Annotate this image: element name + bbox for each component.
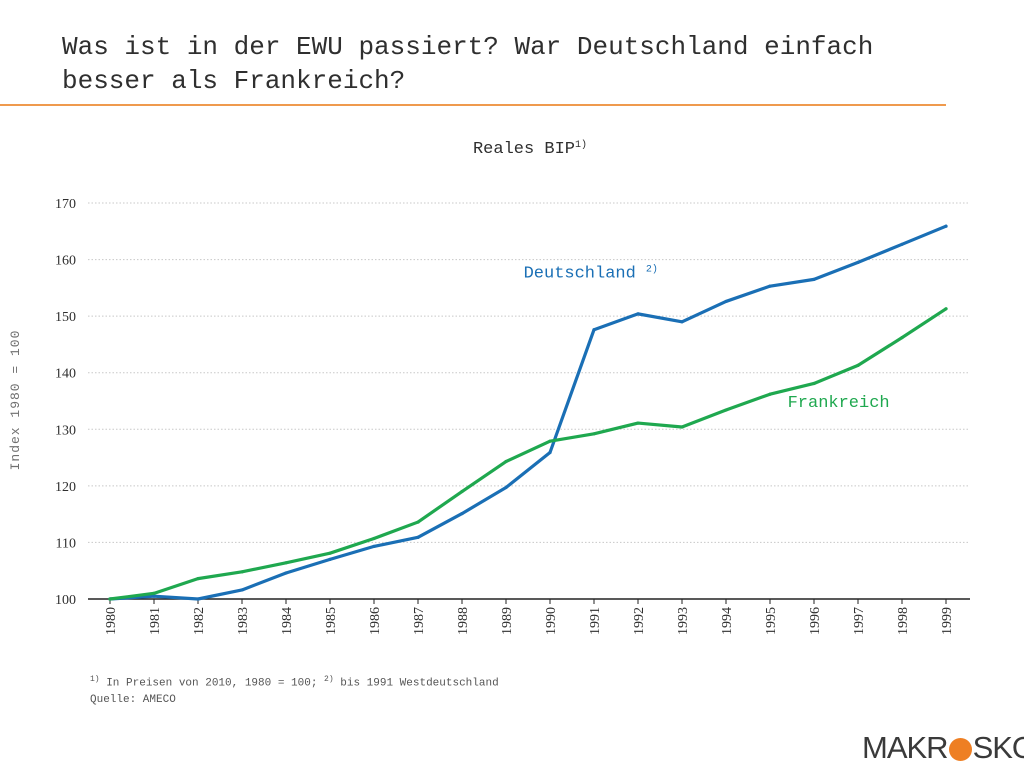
series-labels: Deutschland 2) Frankreich xyxy=(524,264,890,414)
data-point-deutschland xyxy=(812,277,816,281)
title-divider xyxy=(0,104,946,106)
series-label-deutschland: Deutschland 2) xyxy=(524,264,658,284)
data-point-deutschland xyxy=(372,544,376,548)
data-point-deutschland xyxy=(504,485,508,490)
footnote-text-2: bis 1991 Westdeutschland xyxy=(333,677,499,690)
data-point-frankreich xyxy=(328,551,332,555)
data-point-deutschland xyxy=(196,597,200,601)
data-point-frankreich xyxy=(372,536,376,541)
series-label-superscript: 2) xyxy=(646,264,658,276)
series-lines xyxy=(108,224,948,601)
logo-dot xyxy=(948,737,972,761)
x-tick-label: 1992 xyxy=(632,607,647,635)
series-label-text: Frankreich xyxy=(788,394,890,413)
data-point-deutschland xyxy=(724,299,728,304)
data-point-frankreich xyxy=(240,570,244,574)
x-tick-label: 1981 xyxy=(148,607,163,635)
series-line-frankreich xyxy=(108,307,948,601)
x-tick-label: 1991 xyxy=(588,607,603,635)
series-label-frankreich: Frankreich xyxy=(788,394,890,413)
x-tick-label: 1987 xyxy=(412,607,427,635)
data-point-deutschland xyxy=(592,328,596,332)
data-point-deutschland xyxy=(680,320,684,324)
data-point-frankreich xyxy=(812,381,816,386)
y-tick-label: 120 xyxy=(55,480,76,495)
x-tick-label: 1997 xyxy=(852,607,867,635)
footnote-mark-2: 2) xyxy=(324,675,334,684)
y-tick-label: 130 xyxy=(55,423,76,438)
data-point-frankreich xyxy=(768,392,772,396)
x-tick-label: 1983 xyxy=(236,607,251,635)
data-point-deutschland xyxy=(944,224,948,228)
makroskop-logo: MAKR SKOP xyxy=(862,728,1024,768)
x-tick-label: 1982 xyxy=(192,607,207,635)
x-tick-label: 1995 xyxy=(764,607,779,635)
footnote-text-1: In Preisen von 2010, 1980 = 100; xyxy=(99,677,325,690)
x-tick-label: 1980 xyxy=(104,607,119,635)
x-tick-label: 1989 xyxy=(500,607,515,635)
footnote-mark-1: 1) xyxy=(90,675,100,684)
chart-title-superscript: 1) xyxy=(575,139,587,151)
x-tick-label: 1988 xyxy=(456,607,471,635)
y-axis-label: Index 1980 = 100 xyxy=(8,330,23,471)
data-point-frankreich xyxy=(460,489,464,494)
data-point-deutschland xyxy=(284,571,288,575)
y-tick-label: 100 xyxy=(55,593,76,608)
data-point-deutschland xyxy=(328,557,332,562)
data-point-frankreich xyxy=(152,591,156,595)
x-tick-label: 1996 xyxy=(808,607,823,635)
data-point-frankreich xyxy=(856,363,860,367)
footnote-line-1: 1) In Preisen von 2010, 1980 = 100; 2) b… xyxy=(90,672,790,692)
data-point-frankreich xyxy=(636,421,640,425)
data-point-deutschland xyxy=(856,260,860,264)
data-point-frankreich xyxy=(504,459,508,464)
data-point-frankreich xyxy=(724,408,728,412)
y-tick-label: 140 xyxy=(55,367,76,382)
chart-title-text: Reales BIP xyxy=(473,140,575,159)
logo-text-part-2: SKOP xyxy=(972,730,1024,765)
data-point-frankreich xyxy=(196,577,200,581)
data-point-deutschland xyxy=(768,284,772,288)
x-tick-label: 1985 xyxy=(324,607,339,635)
y-tick-label: 170 xyxy=(55,197,76,212)
series-line-deutschland xyxy=(108,224,948,601)
data-point-frankreich xyxy=(592,432,596,436)
series-label-text: Deutschland xyxy=(524,265,636,284)
data-point-frankreich xyxy=(944,307,948,311)
data-point-frankreich xyxy=(284,561,288,565)
data-point-frankreich xyxy=(416,520,420,524)
x-tick-label: 1990 xyxy=(544,607,559,635)
gridlines xyxy=(88,202,970,543)
x-tick-label: 1993 xyxy=(676,607,691,635)
x-tick-label: 1986 xyxy=(368,607,383,635)
data-point-deutschland xyxy=(900,242,904,246)
y-tick-label: 160 xyxy=(55,254,76,269)
slide-title: Was ist in der EWU passiert? War Deutsch… xyxy=(62,32,874,96)
x-tick-label: 1984 xyxy=(280,607,295,635)
data-point-frankreich xyxy=(900,336,904,340)
chart-title: Reales BIP1) xyxy=(473,139,587,159)
data-point-deutschland xyxy=(548,450,552,455)
x-tick-label: 1999 xyxy=(940,607,955,635)
data-point-deutschland xyxy=(240,588,244,592)
data-point-deutschland xyxy=(636,312,640,316)
y-tick-label: 150 xyxy=(55,310,76,325)
data-point-deutschland xyxy=(416,535,420,539)
footnotes: 1) In Preisen von 2010, 1980 = 100; 2) b… xyxy=(90,672,790,708)
source-note: Quelle: AMECO xyxy=(90,693,176,706)
x-tick-label: 1994 xyxy=(720,607,735,635)
logo-text-part-1: MAKR xyxy=(862,730,949,765)
data-point-frankreich xyxy=(548,439,552,443)
data-point-frankreich xyxy=(108,597,112,601)
y-tick-label: 110 xyxy=(56,536,76,551)
data-point-deutschland xyxy=(152,594,156,598)
x-tick-label: 1998 xyxy=(896,607,911,635)
axes: 100 110 120 130 140 150 160 170 1980 1981 1982 1983… xyxy=(55,197,970,635)
data-point-frankreich xyxy=(680,425,684,429)
data-point-deutschland xyxy=(460,511,464,516)
